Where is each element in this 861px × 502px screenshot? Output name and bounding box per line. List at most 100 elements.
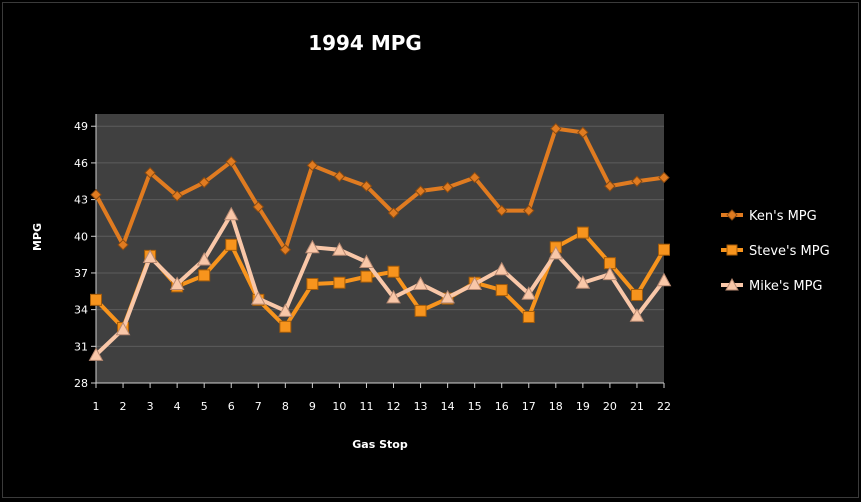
data-point — [277, 303, 293, 317]
data-point — [225, 238, 238, 251]
data-point — [279, 320, 292, 333]
data-point — [522, 310, 535, 323]
x-tick-label: 16 — [495, 400, 509, 413]
data-point — [387, 207, 400, 219]
data-point — [90, 188, 102, 201]
data-point — [333, 170, 346, 183]
data-point — [523, 204, 535, 217]
x-tick-label: 11 — [359, 400, 373, 413]
data-point — [414, 304, 427, 317]
x-tick-label: 13 — [414, 400, 428, 413]
data-point — [414, 185, 427, 197]
data-point — [440, 289, 455, 304]
y-tick-label: 37 — [74, 267, 88, 280]
data-point — [90, 293, 102, 306]
data-point — [305, 239, 320, 254]
y-tick-label: 43 — [74, 194, 88, 207]
data-point — [196, 251, 212, 266]
y-tick-label: 40 — [74, 230, 88, 243]
plot-area — [96, 114, 664, 383]
x-tick-label: 22 — [657, 400, 671, 413]
data-point — [496, 204, 508, 217]
data-point — [413, 276, 428, 290]
y-tick-label: 28 — [74, 377, 88, 390]
data-point — [656, 272, 672, 287]
x-tick-label: 17 — [522, 400, 536, 413]
data-point — [548, 245, 564, 260]
data-point — [631, 175, 643, 187]
data-point — [494, 261, 510, 276]
series-line — [94, 212, 666, 357]
data-point — [577, 126, 589, 139]
y-tick-label: 46 — [74, 157, 88, 170]
x-tick-label: 12 — [387, 400, 401, 413]
data-point — [359, 254, 374, 268]
data-point — [333, 276, 346, 289]
legend-item: Mike's MPG — [721, 277, 823, 294]
data-point — [223, 206, 239, 221]
data-point — [252, 201, 264, 213]
data-point — [88, 347, 104, 361]
chart-title: 1994 MPG — [308, 31, 422, 55]
legend-marker — [726, 209, 738, 221]
x-tick-label: 19 — [576, 400, 590, 413]
legend-marker — [726, 244, 738, 256]
x-axis-title: Gas Stop — [352, 438, 408, 451]
data-point — [658, 243, 670, 256]
data-point — [441, 181, 454, 194]
data-point — [602, 266, 618, 281]
x-tick-label: 8 — [282, 400, 289, 413]
data-point — [467, 276, 483, 290]
data-point — [169, 276, 185, 290]
x-tick-label: 20 — [603, 400, 617, 413]
data-point — [468, 171, 481, 184]
data-point — [279, 244, 292, 256]
legend: Ken's MPG Steve's MPG Mike's MPG — [721, 209, 830, 294]
x-tick-label: 21 — [630, 400, 644, 413]
legend-item: Steve's MPG — [721, 244, 830, 259]
data-point — [604, 180, 616, 192]
x-tick-label: 2 — [120, 400, 127, 413]
series-line — [94, 126, 666, 252]
data-point — [630, 288, 643, 301]
y-tick-label: 49 — [74, 120, 88, 133]
legend-label: Steve's MPG — [749, 244, 830, 259]
series-line — [94, 230, 666, 330]
data-point — [658, 171, 670, 184]
series-1 — [90, 122, 670, 256]
x-tick-label: 7 — [255, 400, 262, 413]
y-axis-title: MPG — [31, 223, 44, 251]
data-point — [576, 226, 589, 239]
x-tick-label: 3 — [147, 400, 154, 413]
legend-marker — [725, 277, 739, 291]
x-tick-label: 5 — [201, 400, 208, 413]
x-tick-label: 14 — [441, 400, 455, 413]
data-point — [360, 270, 373, 283]
data-point — [629, 308, 645, 322]
data-point — [198, 176, 210, 189]
data-point — [575, 275, 591, 289]
data-point — [306, 159, 319, 172]
data-point — [225, 155, 237, 168]
data-point — [115, 321, 131, 336]
data-point — [306, 277, 319, 290]
legend-item: Ken's MPG — [721, 209, 817, 224]
data-point — [495, 284, 508, 297]
data-point — [117, 239, 129, 251]
data-point — [386, 289, 401, 304]
y-tick-label: 31 — [74, 340, 88, 353]
y-tick-label: 34 — [74, 304, 88, 317]
legend-label: Mike's MPG — [749, 279, 823, 294]
x-tick-label: 9 — [309, 400, 316, 413]
x-tick-label: 1 — [93, 400, 100, 413]
data-point — [142, 249, 158, 264]
x-tick-label: 4 — [174, 400, 181, 413]
data-point — [250, 291, 266, 305]
data-point — [521, 286, 537, 300]
data-point — [387, 265, 400, 278]
data-point — [332, 242, 347, 256]
legend-label: Ken's MPG — [749, 209, 817, 224]
x-tick-label: 10 — [332, 400, 346, 413]
